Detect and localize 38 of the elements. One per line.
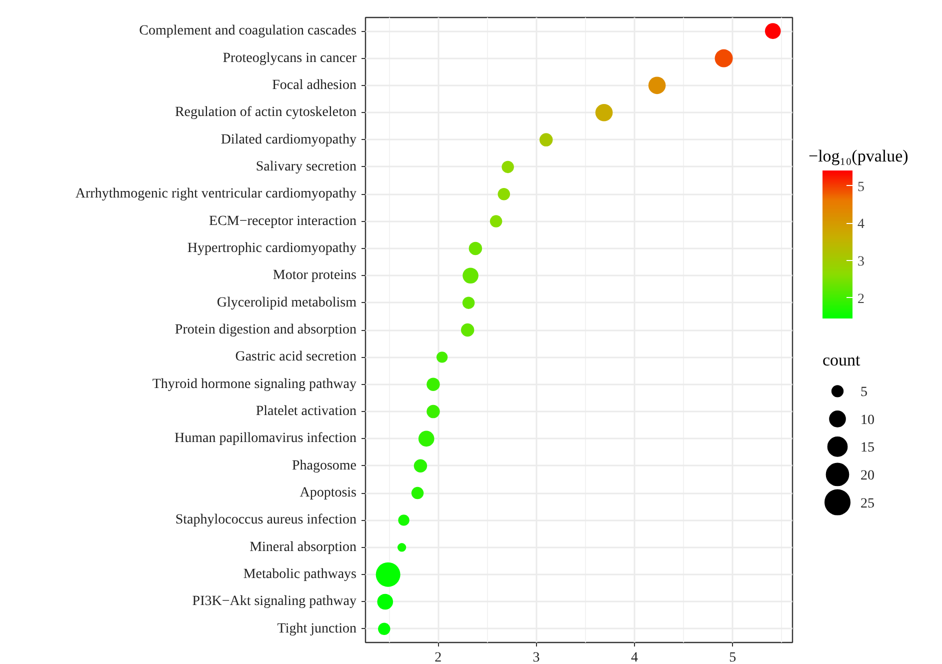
y-tick-label: Arrhythmogenic right ventricular cardiomyopathy <box>75 186 357 202</box>
color-bar-title: −log₁₀(pvalue) <box>808 146 908 166</box>
y-tick-label: Human papillomavirus infection <box>174 431 357 446</box>
y-tick-label: Apoptosis <box>300 486 357 501</box>
x-tick-label: 2 <box>434 650 442 664</box>
legend-title: count <box>822 350 861 370</box>
y-tick-label: Focal adhesion <box>272 78 357 93</box>
legend-label: 20 <box>860 468 874 484</box>
y-tick-label: ECM−receptor interaction <box>209 214 356 229</box>
color-bar-label: 3 <box>858 254 864 270</box>
color-bar-label: 2 <box>858 292 864 307</box>
y-tick-label: Thyroid hormone signaling pathway <box>152 376 357 392</box>
y-tick-label: Proteoglycans in cancer <box>222 50 357 66</box>
y-tick-label: Dilated cardiomyopathy <box>220 132 357 148</box>
y-tick-label: Motor proteins <box>272 268 357 284</box>
y-tick-label: Hypertrophic cardiomyopathy <box>187 240 357 256</box>
color-bar-label: 5 <box>858 180 864 195</box>
y-tick-label: Mineral absorption <box>250 540 356 555</box>
y-tick-label: Phagosome <box>292 458 357 474</box>
y-tick-label: Tight junction <box>277 621 357 636</box>
y-tick-label: Salivary secretion <box>256 159 356 174</box>
y-tick-label: Metabolic pathways <box>243 567 357 582</box>
y-tick-label: Complement and coagulation cascades <box>139 24 357 39</box>
color-bar-label: 4 <box>858 217 864 232</box>
y-tick-label: Regulation of actin cytoskeleton <box>174 105 356 120</box>
y-tick-label: Platelet activation <box>256 404 356 420</box>
x-tick-label: 5 <box>729 650 736 664</box>
y-tick-label: PI3K−Akt signaling pathway <box>192 594 357 610</box>
legend-label: 5 <box>860 385 868 400</box>
y-tick-label: Protein digestion and absorption <box>174 322 357 338</box>
y-tick-label: Glycerolipid metabolism <box>216 295 357 310</box>
legend-label: 10 <box>860 412 874 428</box>
legend-label: 15 <box>860 440 874 456</box>
y-tick-label: Staphylococcus aureus infection <box>175 512 357 528</box>
x-tick-label: 4 <box>630 650 638 664</box>
legend-label: 25 <box>860 496 874 512</box>
x-tick-label: 3 <box>532 650 540 664</box>
y-tick-label: Gastric acid secretion <box>235 350 357 365</box>
